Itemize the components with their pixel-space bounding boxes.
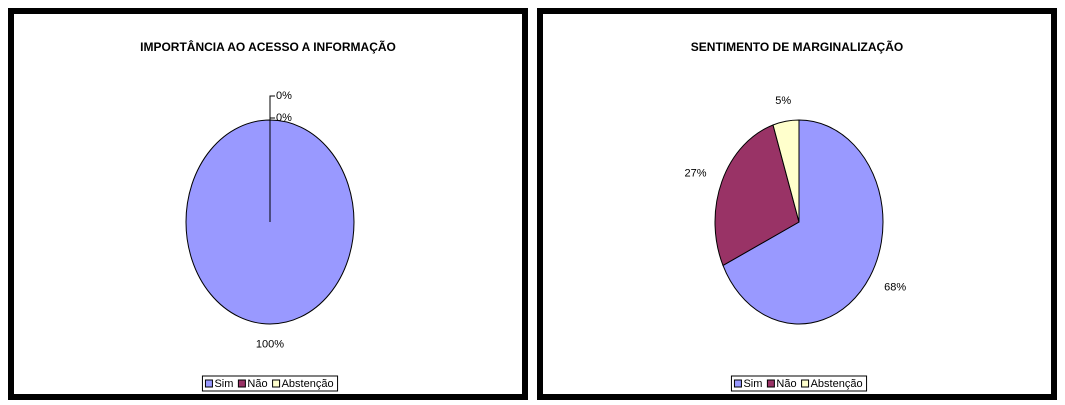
legend-label: Sim <box>743 378 762 390</box>
legend-label: Abstenção <box>811 378 863 390</box>
data-label: 0% <box>276 90 292 102</box>
chart-title: IMPORTÂNCIA AO ACESSO A INFORMAÇÃO <box>140 39 396 54</box>
legend <box>730 375 868 392</box>
leader-line <box>269 95 275 120</box>
legend-swatch <box>801 379 810 388</box>
data-label: 0% <box>276 112 292 124</box>
data-label: 5% <box>775 95 791 107</box>
data-label: 100% <box>256 338 284 350</box>
legend-label: Abstenção <box>282 378 334 390</box>
legend-swatch <box>733 379 742 388</box>
legend-label: Sim <box>214 378 233 390</box>
legend-label: Não <box>247 378 267 390</box>
legend <box>201 375 339 392</box>
pie-slice <box>772 119 800 223</box>
legend-swatch <box>204 379 213 388</box>
chart-title: SENTIMENTO DE MARGINALIZAÇÃO <box>691 39 903 54</box>
pie-slice <box>714 124 800 267</box>
legend-swatch <box>272 379 281 388</box>
data-label: 68% <box>884 281 906 293</box>
legend-label: Não <box>776 378 796 390</box>
legend-swatch <box>237 379 246 388</box>
pie-slice <box>722 119 884 325</box>
legend-swatch <box>766 379 775 388</box>
data-label: 27% <box>684 167 706 179</box>
